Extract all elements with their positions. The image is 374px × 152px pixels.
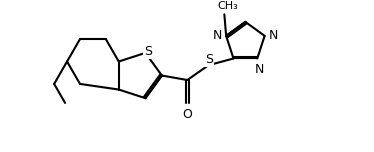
Text: O: O bbox=[183, 108, 192, 121]
Text: S: S bbox=[144, 45, 152, 58]
Text: CH₃: CH₃ bbox=[218, 1, 238, 11]
Text: N: N bbox=[255, 63, 264, 76]
Text: N: N bbox=[213, 29, 223, 42]
Text: S: S bbox=[205, 53, 213, 66]
Text: N: N bbox=[269, 29, 278, 42]
